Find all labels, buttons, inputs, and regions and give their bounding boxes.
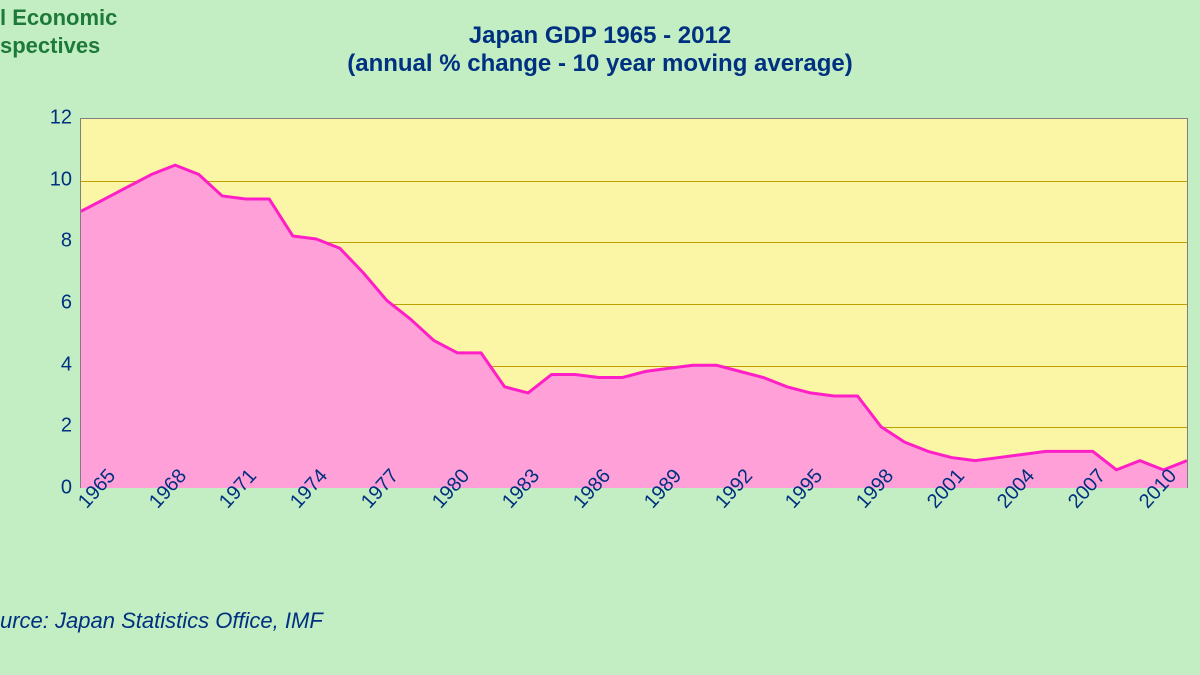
grid-line <box>81 427 1187 428</box>
y-tick-label: 4 <box>61 353 72 376</box>
title-line2: (annual % change - 10 year moving averag… <box>0 50 1200 78</box>
grid-line <box>81 304 1187 305</box>
y-tick-label: 0 <box>61 477 72 500</box>
gdp-area-fill <box>81 165 1187 488</box>
y-tick-label: 10 <box>50 168 72 191</box>
chart-title: Japan GDP 1965 - 2012 (annual % change -… <box>0 22 1200 78</box>
grid-line <box>81 242 1187 243</box>
y-tick-label: 6 <box>61 292 72 315</box>
y-tick-label: 2 <box>61 415 72 438</box>
grid-line <box>81 366 1187 367</box>
plot-box <box>80 118 1188 488</box>
plot-area: 024681012 196519681971197419771980198319… <box>80 118 1188 488</box>
y-axis-labels: 024681012 <box>30 118 72 488</box>
y-tick-label: 12 <box>50 107 72 130</box>
chart-page: l Economic spectives Japan GDP 1965 - 20… <box>0 0 1200 675</box>
y-tick-label: 8 <box>61 230 72 253</box>
grid-line <box>81 181 1187 182</box>
title-line1: Japan GDP 1965 - 2012 <box>0 22 1200 50</box>
source-credit: urce: Japan Statistics Office, IMF <box>0 608 323 634</box>
gdp-line <box>81 165 1187 470</box>
